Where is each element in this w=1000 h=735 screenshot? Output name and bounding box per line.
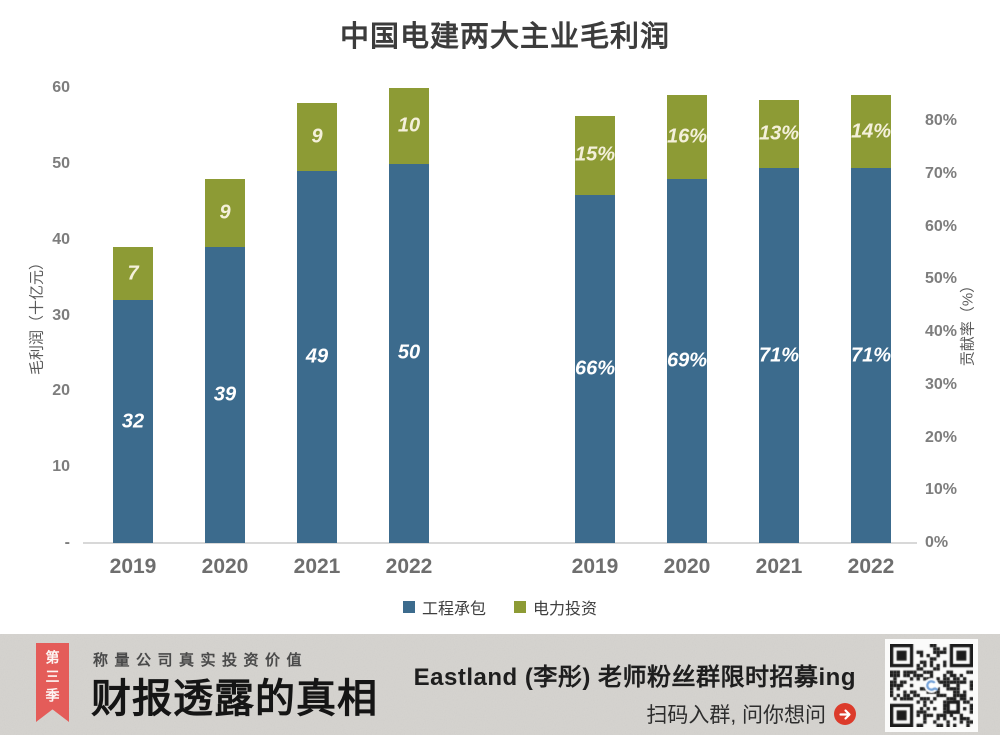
x-axis-label: 2021	[293, 555, 341, 578]
bar-segment: 32	[113, 300, 153, 543]
x-axis-label: 2020	[201, 555, 249, 578]
bar-segment: 16%	[667, 94, 707, 180]
bar-value-label: 9	[219, 201, 231, 224]
bar-segment: 14%	[851, 94, 891, 169]
bar-value-label: 15%	[574, 143, 616, 166]
legend-label: 工程承包	[421, 601, 486, 618]
y-axis-tick-left: 30	[52, 306, 70, 324]
bar-value-label: 71%	[758, 344, 800, 367]
bar-segment: 10	[389, 88, 429, 164]
y-axis-tick-left: 60	[52, 79, 70, 97]
bar-value-label: 32	[121, 410, 145, 433]
y-axis-tick-right: 80%	[925, 112, 958, 129]
qr-code	[885, 639, 978, 732]
bar-value-label: 7	[127, 262, 139, 285]
y-axis-tick-right: 0%	[925, 534, 949, 551]
y-axis-tick-right: 70%	[925, 164, 958, 182]
bar-segment: 9	[297, 103, 337, 172]
promo-headline: Eastland (李彤) 老师粉丝群限时招募ing	[413, 664, 856, 691]
chart-legend: 工程承包 电力投资	[0, 595, 1000, 619]
x-axis-label: 2019	[571, 555, 619, 578]
banner-tagline: 称量公司真实投资价值	[93, 652, 309, 669]
legend-item: 工程承包	[402, 595, 486, 619]
arrow-right-icon	[834, 703, 856, 725]
x-axis-label: 2019	[109, 555, 157, 578]
bar-segment: 13%	[759, 99, 799, 169]
bar-segment: 71%	[851, 168, 891, 543]
bar-value-label: 13%	[758, 122, 800, 145]
banner-series-title: 财报透露的真相	[91, 676, 378, 721]
legend-swatch	[514, 601, 526, 613]
bar-segment: 7	[113, 247, 153, 301]
bar-value-label: 39	[213, 383, 237, 406]
chart-title: 中国电建两大主业毛利润	[339, 21, 670, 53]
bar-segment: 39	[205, 247, 245, 543]
y-axis-tick-right: 40%	[925, 323, 958, 340]
legend-label: 电力投资	[533, 601, 598, 618]
bar-segment: 50	[389, 163, 429, 543]
bar-value-label: 71%	[850, 344, 892, 367]
promo-cta-text: 扫码入群, 问你想问	[646, 704, 826, 727]
bar-segment: 9	[205, 179, 245, 248]
promo-block: Eastland (李彤) 老师粉丝群限时招募ing 扫码入群, 问你想问	[414, 657, 856, 729]
qr-code-canvas	[890, 644, 973, 727]
bar-value-label: 50	[397, 341, 421, 364]
y-axis-tick-left: 50	[52, 154, 70, 172]
bar-value-label: 49	[305, 345, 329, 368]
bar-value-label: 66%	[574, 357, 616, 380]
y-axis-tick-left: 40	[52, 230, 70, 248]
y-axis-tick-left: 10	[52, 458, 70, 476]
y-axis-tick-right: 30%	[925, 375, 958, 393]
y-axis-tick-right: 50%	[925, 270, 958, 288]
season-ribbon-label: 第三季	[44, 650, 61, 707]
bar-segment: 66%	[575, 194, 615, 543]
x-axis-label: 2020	[663, 555, 711, 578]
bar-value-label: 14%	[850, 120, 892, 143]
x-axis-label: 2022	[385, 555, 433, 578]
x-axis-label: 2021	[755, 555, 803, 578]
bar-segment: 69%	[667, 179, 707, 543]
bottom-banner: 第三季 称量公司真实投资价值 财报透露的真相 Eastland (李彤) 老师粉…	[0, 634, 1000, 735]
bar-segment: 71%	[759, 168, 799, 543]
bar-value-label: 10	[397, 114, 421, 137]
legend-item: 电力投资	[514, 595, 597, 619]
legend-swatch	[402, 601, 415, 613]
y-axis-tick-left: 20	[52, 382, 70, 400]
y-axis-tick-right: 60%	[925, 217, 958, 235]
x-axis-baseline	[83, 542, 917, 544]
bar-value-label: 69%	[666, 349, 708, 372]
season-ribbon: 第三季	[36, 643, 69, 722]
right-axis-title: 贡献率（%）	[959, 277, 977, 367]
y-axis-tick-right: 10%	[925, 481, 958, 499]
bar-segment: 15%	[575, 115, 615, 195]
bar-value-label: 9	[311, 125, 323, 148]
bar-segment: 49	[297, 171, 337, 543]
bar-value-label: 16%	[666, 125, 708, 148]
x-axis-label: 2022	[847, 555, 895, 578]
y-axis-tick-left: -	[64, 534, 70, 551]
y-axis-tick-right: 20%	[925, 428, 958, 446]
